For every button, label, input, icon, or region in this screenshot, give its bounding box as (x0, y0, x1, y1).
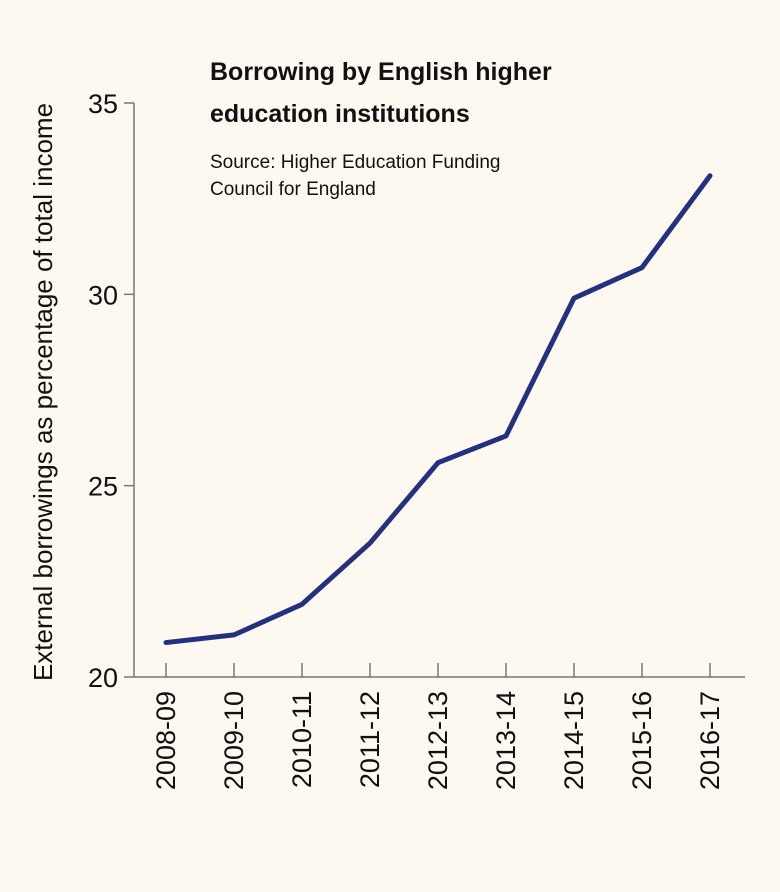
chart-title-line-2: education institutions (210, 100, 470, 128)
x-tick-label: 2008-09 (151, 691, 181, 790)
x-tick-label: 2011-12 (355, 691, 385, 788)
y-axis-label: External borrowings as percentage of tot… (28, 103, 58, 681)
series-line (163, 173, 713, 646)
y-tick-label: 20 (88, 663, 118, 693)
chart-source-line-2: Council for England (210, 179, 376, 200)
x-tick-label: 2015-16 (627, 691, 657, 790)
chart-title-line-1: Borrowing by English higher (210, 58, 552, 86)
axes: 20 25 30 35 2008-09 2009-10 2010-11 2011-12 2012… (88, 89, 745, 790)
chart-source-line-1: Source: Higher Education Funding (210, 152, 500, 173)
plot-area (163, 173, 713, 646)
y-tick-label: 35 (88, 89, 118, 119)
x-tick-label: 2014-15 (559, 691, 589, 790)
y-tick-label: 25 (88, 472, 118, 502)
x-tick-label: 2016-17 (695, 691, 725, 790)
x-tick-label: 2013-14 (491, 691, 521, 790)
x-tick-label: 2009-10 (219, 691, 249, 790)
y-tick-label: 30 (88, 280, 118, 310)
x-tick-label: 2010-11 (287, 691, 317, 788)
x-tick-label: 2012-13 (423, 691, 453, 790)
